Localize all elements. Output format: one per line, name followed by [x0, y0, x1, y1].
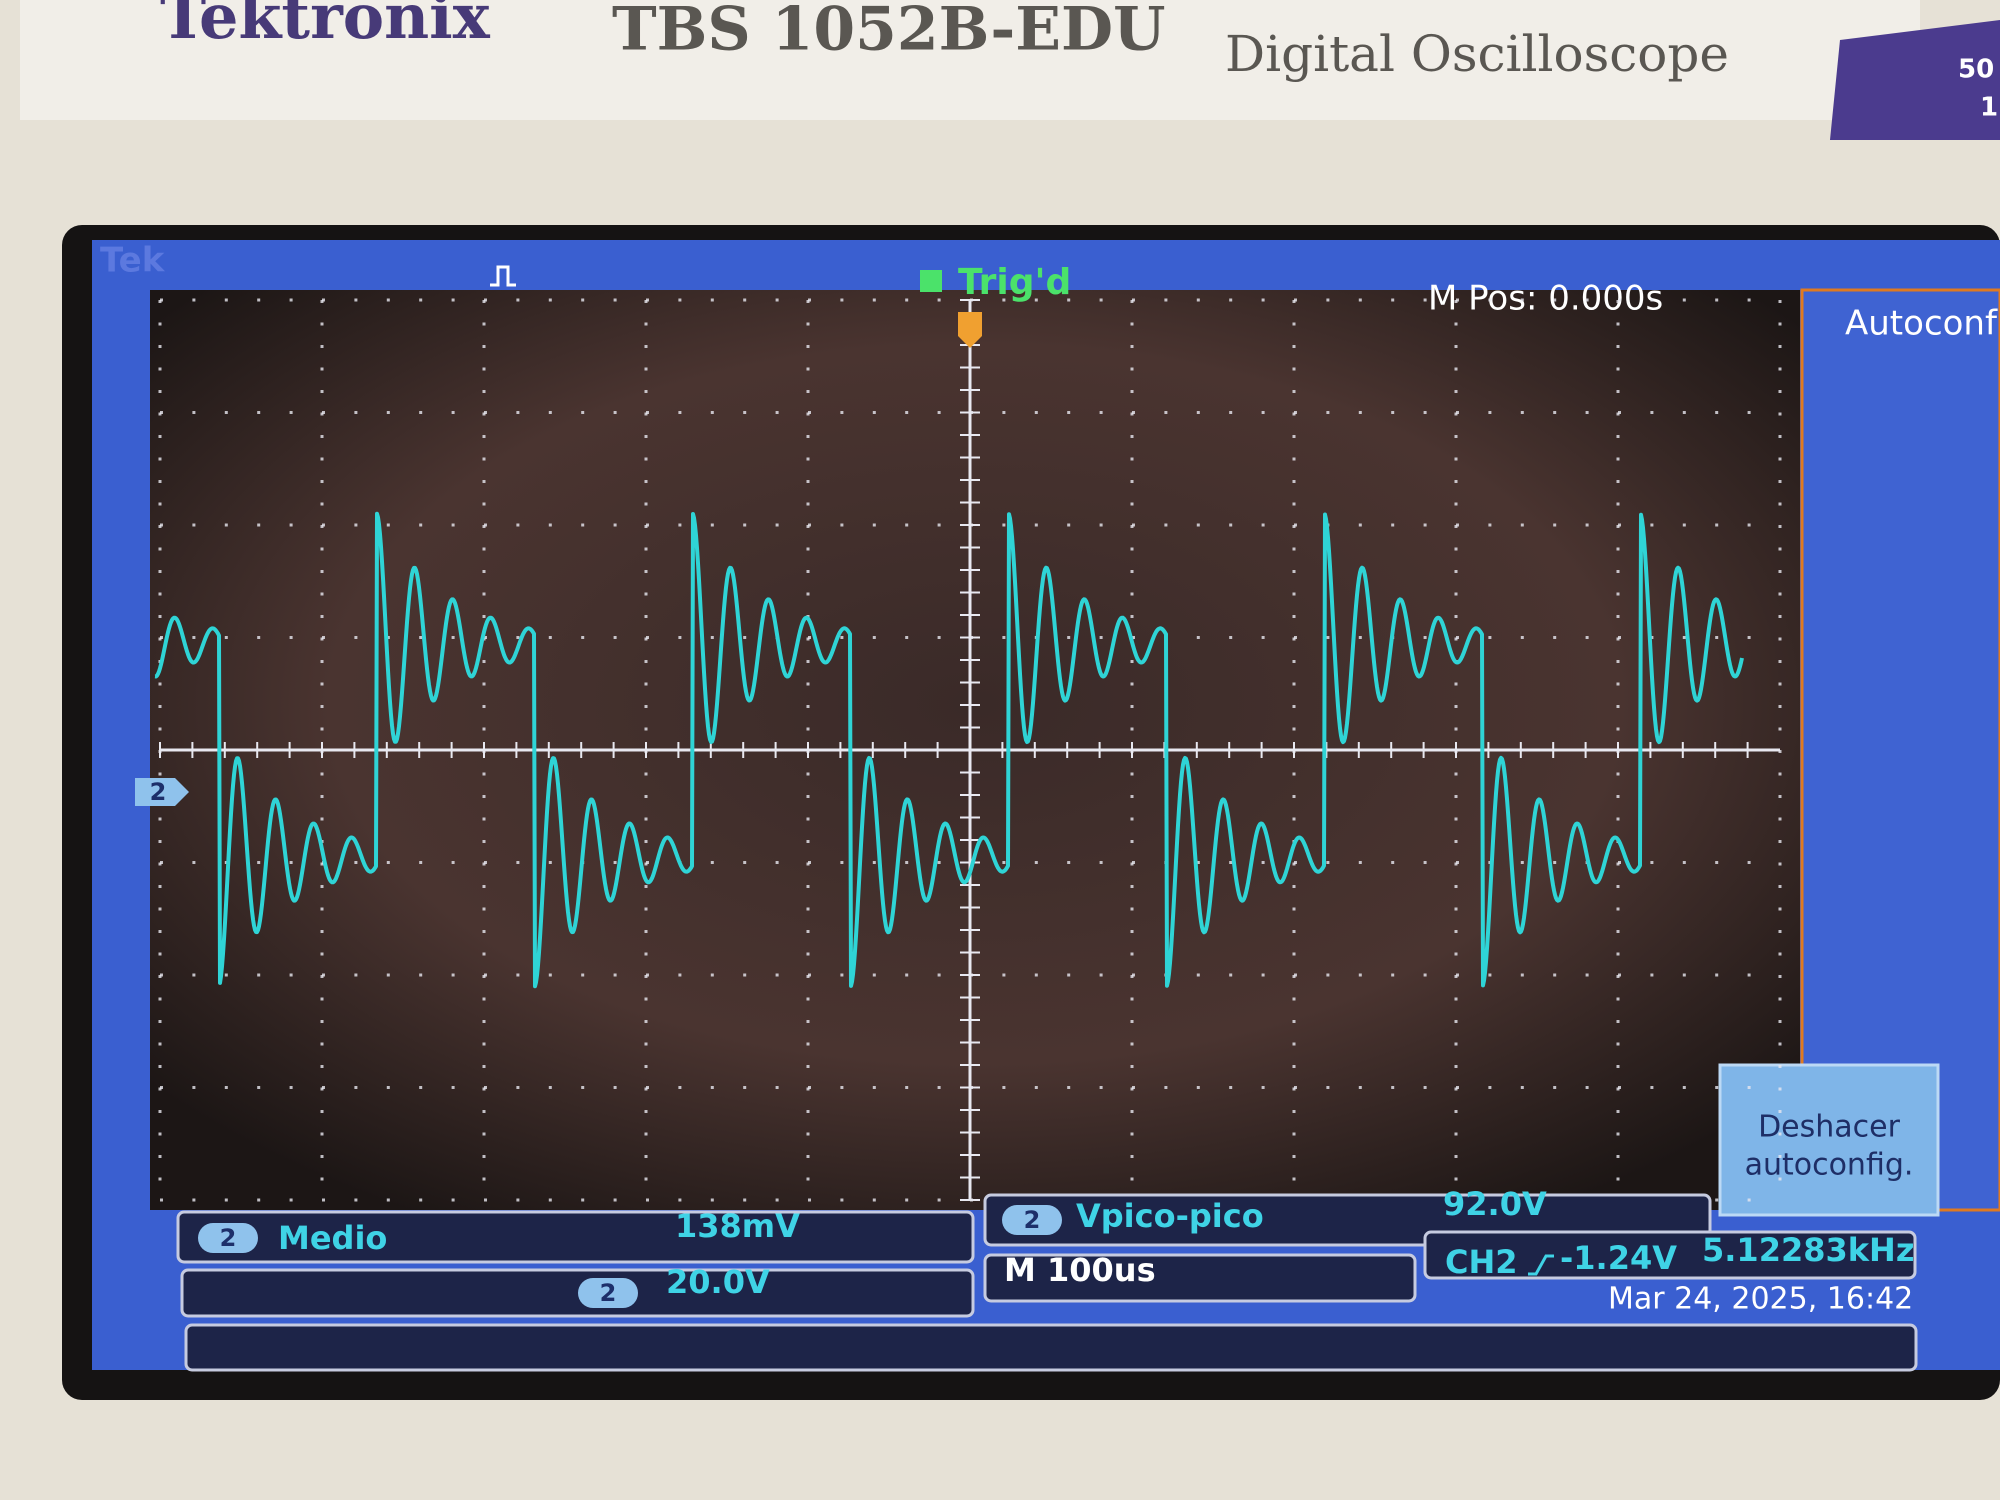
trig-indicator	[920, 270, 942, 292]
channel-badge	[198, 1223, 258, 1253]
timebase: M 100us	[1004, 1251, 1156, 1289]
trigger-icon	[490, 265, 516, 287]
graticule	[158, 298, 1782, 1202]
brand: Tektronix	[160, 0, 491, 53]
datetime: Mar 24, 2025, 16:42	[1608, 1282, 1913, 1317]
corner-panel	[1830, 20, 2000, 140]
vertical-scale: 20.0V	[666, 1263, 770, 1301]
channel-marker	[135, 778, 189, 806]
channel-badge	[1002, 1205, 1062, 1235]
readout-box	[176, 1210, 975, 1264]
model: TBS 1052B-EDU	[612, 0, 1165, 65]
waveform	[154, 511, 1744, 989]
readout-box	[184, 1323, 1918, 1372]
corner-text: 50	[1958, 55, 1994, 85]
readout-box	[983, 1253, 1417, 1303]
top-strip	[20, 0, 1920, 120]
channel-badge	[578, 1278, 638, 1308]
trigger-position-marker	[958, 312, 982, 348]
trigger-level: -1.24V	[1560, 1239, 1677, 1277]
description: Digital Oscilloscope	[1225, 25, 1729, 83]
channel-badge-label: 2	[1024, 1206, 1041, 1234]
measurement-name: Vpico-pico	[1076, 1197, 1264, 1235]
channel-badge-label: 2	[220, 1224, 237, 1252]
frequency: 5.12283kHz	[1702, 1231, 1914, 1269]
undo-label[interactable]: Deshacer	[1758, 1110, 1901, 1145]
trigger-state: Trig'd	[958, 262, 1071, 303]
menu-title[interactable]: Autoconf	[1845, 304, 1998, 344]
channel-marker-label: 2	[150, 778, 167, 806]
undo-button[interactable]	[1718, 1063, 1940, 1217]
undo-label[interactable]: autoconfig.	[1745, 1148, 1914, 1183]
corner-text: 1	[1980, 93, 1998, 123]
readout-box	[180, 1268, 975, 1318]
readout-box	[1423, 1230, 1917, 1280]
measurement-value: 138mV	[675, 1207, 800, 1245]
channel-badge-label: 2	[600, 1279, 617, 1307]
measurement-name: Medio	[278, 1219, 387, 1257]
logo: Tek	[100, 241, 166, 281]
trigger-source: CH2	[1445, 1243, 1518, 1281]
measurement-value: 92.0V	[1443, 1185, 1547, 1223]
trigger-slope	[1528, 1254, 1554, 1276]
position: M Pos: 0.000s	[1428, 279, 1663, 319]
